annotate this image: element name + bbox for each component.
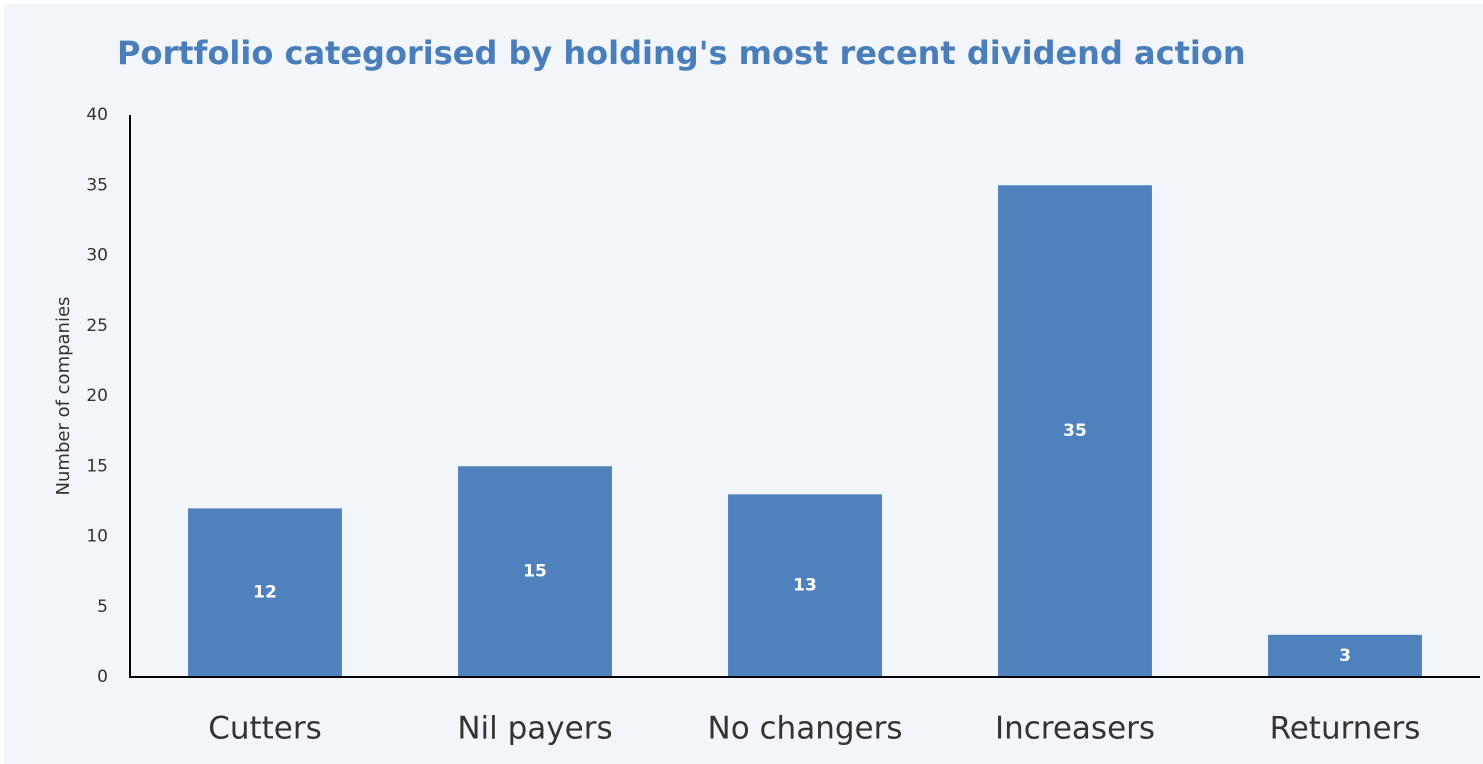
bar [188, 508, 342, 677]
x-tick-label: Returners [1270, 711, 1421, 747]
data-label: 13 [793, 576, 817, 596]
bar [1268, 634, 1422, 677]
data-label: 12 [253, 583, 277, 603]
bar [998, 185, 1152, 677]
y-axis-label: Number of companies [53, 297, 74, 496]
bar [458, 466, 612, 677]
y-tick-label: 20 [86, 386, 108, 406]
x-tick-label: No changers [708, 711, 903, 747]
y-tick-label: 35 [86, 175, 108, 195]
y-tick-label: 40 [86, 105, 108, 125]
chart-title: Portfolio categorised by holding's most … [117, 34, 1246, 72]
data-label: 3 [1339, 646, 1351, 666]
y-tick-label: 30 [86, 246, 108, 266]
bar [728, 494, 882, 677]
y-tick-label: 0 [97, 667, 108, 687]
y-tick-label: 25 [86, 316, 108, 336]
x-tick-label: Increasers [995, 711, 1155, 747]
x-tick-label: Nil payers [457, 711, 612, 747]
data-label: 15 [523, 562, 547, 582]
data-label: 35 [1063, 421, 1087, 441]
x-tick-label: Cutters [208, 711, 322, 747]
y-tick-label: 10 [86, 527, 108, 547]
y-tick-label: 5 [97, 597, 108, 617]
y-tick-label: 15 [86, 456, 108, 476]
